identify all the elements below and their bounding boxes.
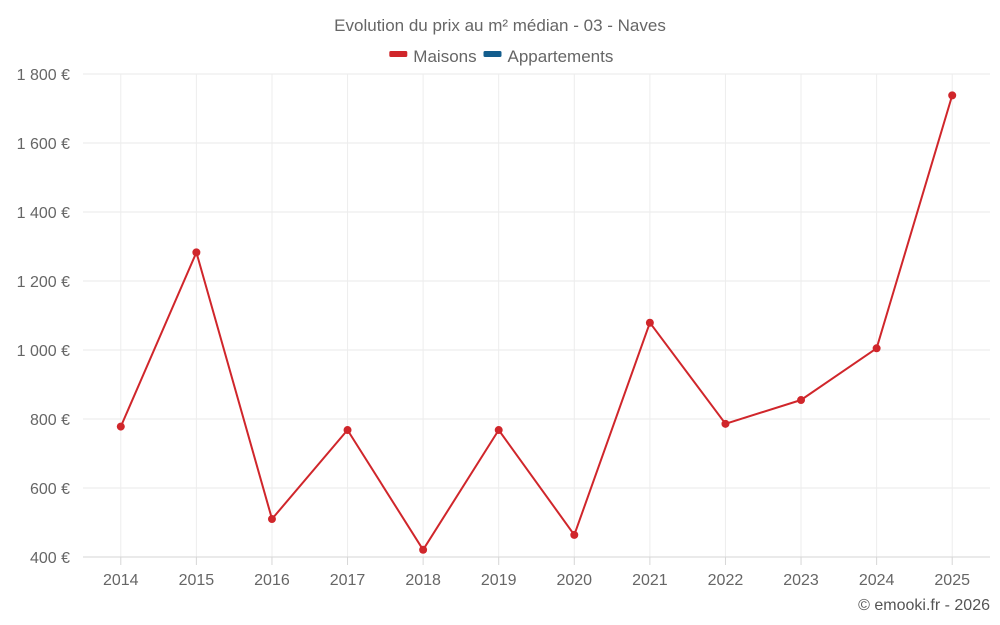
y-tick-label: 1 800 € <box>17 67 70 84</box>
y-tick-label: 600 € <box>30 481 70 498</box>
x-tick-label: 2016 <box>254 572 290 589</box>
x-tick-label: 2019 <box>481 572 517 589</box>
data-point[interactable] <box>948 91 957 100</box>
x-tick-label: 2022 <box>708 572 744 589</box>
x-tick-label: 2025 <box>934 572 970 589</box>
data-point[interactable] <box>116 422 125 431</box>
x-tick-label: 2015 <box>179 572 215 589</box>
x-tick-label: 2017 <box>330 572 366 589</box>
data-point[interactable] <box>872 344 881 353</box>
data-point[interactable] <box>267 515 276 524</box>
x-tick-label: 2024 <box>859 572 895 589</box>
y-tick-label: 1 600 € <box>17 136 70 153</box>
data-point[interactable] <box>494 426 503 435</box>
x-tick-label: 2021 <box>632 572 668 589</box>
legend-swatch-appartements[interactable] <box>483 51 502 57</box>
data-point[interactable] <box>570 530 579 539</box>
data-point[interactable] <box>343 426 352 435</box>
series-line-maisons <box>119 95 954 551</box>
axes: 400 € 600 € 800 € 1 000 € 1 200 € 1 400 € 1 60… <box>17 67 990 589</box>
x-tick-label: 2014 <box>103 572 139 589</box>
y-tick-label: 800 € <box>30 412 70 429</box>
legend: Maisons Appartements <box>389 47 613 66</box>
legend-label-appartements[interactable]: Appartements <box>508 47 614 66</box>
y-tick-label: 400 € <box>30 550 70 567</box>
data-point[interactable] <box>192 248 201 257</box>
x-tick-label: 2018 <box>405 572 441 589</box>
legend-swatch-maisons[interactable] <box>389 51 408 57</box>
credit-text: © emooki.fr - 2026 <box>858 597 990 614</box>
data-point[interactable] <box>797 396 806 405</box>
grid <box>83 73 990 557</box>
data-point[interactable] <box>419 545 428 554</box>
chart-title: Evolution du prix au m² médian - 03 - Na… <box>334 16 666 35</box>
y-tick-label: 1 400 € <box>17 205 70 222</box>
data-point[interactable] <box>645 318 654 327</box>
legend-label-maisons[interactable]: Maisons <box>413 47 476 66</box>
series-layer <box>116 91 957 554</box>
data-point[interactable] <box>721 419 730 428</box>
x-tick-label: 2023 <box>783 572 819 589</box>
y-tick-label: 1 000 € <box>17 343 70 360</box>
x-tick-label: 2020 <box>556 572 592 589</box>
y-tick-label: 1 200 € <box>17 274 70 291</box>
